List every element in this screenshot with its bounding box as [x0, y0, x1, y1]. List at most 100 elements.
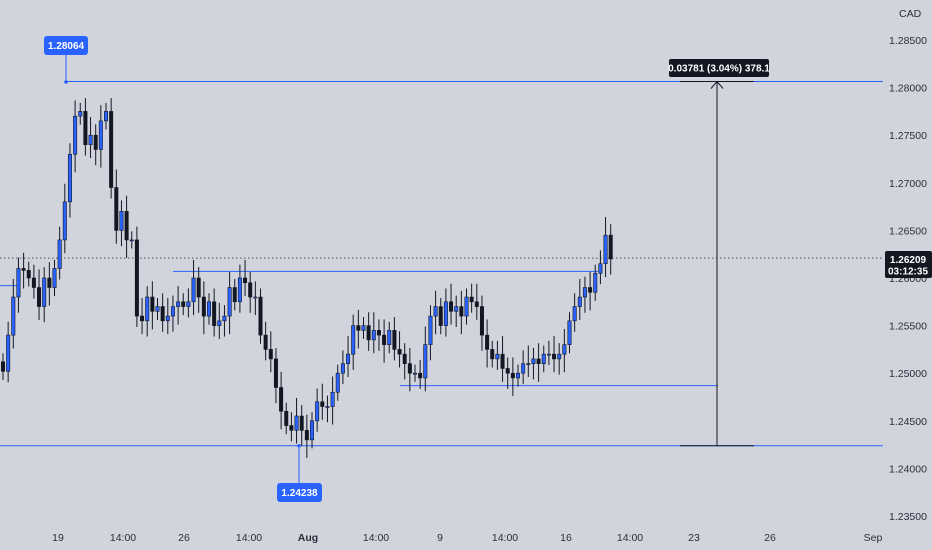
x-tick-label: 16 — [560, 532, 572, 544]
candle — [289, 412, 294, 442]
candle — [83, 98, 88, 156]
candle — [114, 169, 119, 244]
candle — [366, 312, 371, 351]
candle — [227, 271, 232, 335]
candle — [582, 276, 587, 313]
x-tick-label: Sep — [864, 532, 883, 544]
candle — [222, 305, 227, 337]
candle — [531, 347, 536, 380]
candle-body-up — [104, 111, 109, 122]
candle — [42, 267, 47, 323]
candle — [217, 302, 222, 339]
candle — [320, 383, 325, 420]
candle-body-down — [124, 211, 129, 241]
high-label: 1.28064 — [48, 41, 85, 52]
low-label: 1.24238 — [281, 488, 318, 499]
candle-body-down — [438, 306, 443, 326]
low-point-marker — [297, 443, 301, 448]
x-tick-label: 19 — [52, 532, 64, 544]
candle-body-down — [181, 301, 186, 307]
candle-body-down — [536, 358, 541, 364]
candle — [62, 183, 67, 254]
candle-body-up — [593, 272, 598, 293]
candle-body-up — [207, 301, 212, 317]
candle-body-down — [273, 358, 278, 388]
candle-body-down — [418, 372, 423, 379]
candle-body-up — [495, 353, 500, 360]
candle — [31, 264, 36, 299]
measure-tool[interactable]: 0.03781 (3.04%) 378.1 — [668, 59, 770, 447]
candle-body-down — [83, 111, 88, 146]
measure-label: 0.03781 (3.04%) 378.1 — [668, 64, 770, 75]
candle — [57, 226, 62, 280]
candle-body-up — [325, 406, 330, 408]
candle-body-down — [212, 301, 217, 326]
high-point-marker — [64, 80, 68, 84]
candle — [201, 281, 206, 335]
candle-body-up — [557, 353, 562, 360]
candle — [552, 336, 557, 373]
candle — [438, 297, 443, 335]
candle — [371, 312, 376, 354]
candle-body-down — [397, 349, 402, 355]
candle — [207, 293, 212, 325]
candle-body-up — [42, 277, 47, 307]
candle — [330, 376, 335, 425]
candle-body-down — [284, 410, 289, 426]
candle — [181, 293, 186, 316]
candle — [474, 283, 479, 320]
candle-body-down — [588, 287, 593, 293]
candle — [160, 293, 165, 332]
candle — [603, 217, 608, 278]
candle — [608, 224, 613, 275]
candle-body-down — [258, 296, 263, 336]
y-tick-label: 1.28500 — [889, 35, 927, 47]
candle-body-up — [78, 111, 83, 117]
candle-body-down — [407, 363, 412, 374]
candle-body-up — [577, 296, 582, 307]
candle — [134, 226, 139, 328]
candle-body-down — [459, 306, 464, 317]
candle — [93, 124, 98, 166]
candle-body-up — [423, 344, 428, 379]
candle — [309, 412, 314, 449]
candle-body-down — [140, 315, 145, 322]
candle-body-down — [268, 349, 273, 360]
candle — [119, 200, 124, 247]
candle-body-up — [62, 201, 67, 241]
candle-body-down — [150, 296, 155, 312]
candle — [129, 231, 134, 249]
candle-body-up — [572, 306, 577, 322]
candle-body-down — [160, 306, 165, 322]
candle — [577, 278, 582, 320]
candle — [52, 259, 57, 297]
candle — [536, 343, 541, 382]
candle — [0, 353, 6, 380]
x-tick-label: 23 — [688, 532, 700, 544]
candle-body-up — [294, 415, 299, 431]
candle — [464, 288, 469, 325]
candle-body-down — [320, 401, 325, 407]
candle-body-up — [346, 353, 351, 364]
candle — [387, 321, 392, 354]
candle-body-up — [387, 330, 392, 345]
candle-body-down — [21, 268, 26, 271]
candle — [346, 336, 351, 378]
candle-body-down — [196, 277, 201, 298]
candle — [232, 278, 237, 311]
candle — [479, 295, 484, 351]
candle — [237, 264, 242, 313]
candle-body-down — [382, 334, 387, 345]
candle-body-down — [263, 334, 268, 350]
candle-body-down — [469, 296, 474, 303]
x-tick-label: 14:00 — [236, 532, 262, 544]
candle-body-down — [232, 287, 237, 303]
candle-body-down — [299, 415, 304, 431]
candle — [356, 309, 361, 349]
candle-body-up — [598, 263, 603, 274]
current-price-label-bg — [885, 251, 932, 278]
candle-body-down — [490, 349, 495, 360]
